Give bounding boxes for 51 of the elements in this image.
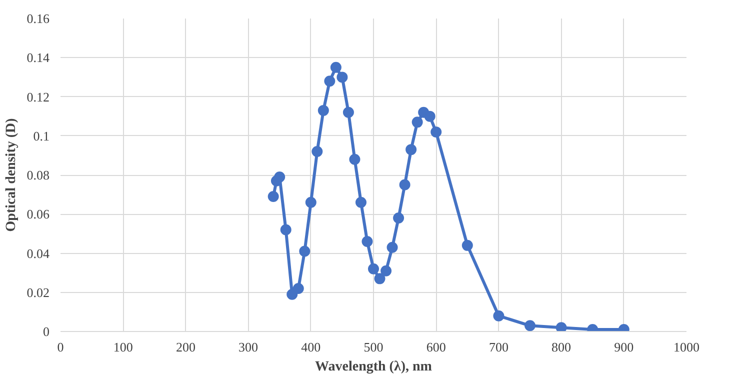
point <box>386 242 398 253</box>
point <box>336 72 348 83</box>
point <box>299 246 310 257</box>
point <box>280 224 292 236</box>
y-tick-label: 0 <box>43 324 50 339</box>
point <box>462 240 473 251</box>
point <box>349 154 360 165</box>
x-tick-label: 400 <box>301 340 321 354</box>
x-axis-title: Wavelength (λ), nm <box>315 360 432 374</box>
point <box>424 110 436 122</box>
x-tick-label: 0 <box>57 340 64 354</box>
point <box>318 104 329 116</box>
point <box>292 282 304 294</box>
point <box>362 236 373 248</box>
point <box>399 179 410 190</box>
x-tick-label: 1000 <box>674 340 700 354</box>
point <box>493 310 504 322</box>
point <box>430 126 442 138</box>
x-tick-label: 500 <box>364 340 384 354</box>
y-tick-label: 0.02 <box>26 284 50 300</box>
y-tick-label: 0.06 <box>26 206 50 222</box>
point <box>342 106 354 118</box>
x-tick-label: 300 <box>238 340 258 354</box>
point <box>380 265 392 276</box>
point <box>312 146 323 158</box>
y-tick-label: 0.08 <box>26 168 50 182</box>
point <box>374 273 386 284</box>
x-tick-label: 100 <box>113 340 133 354</box>
point <box>393 212 404 224</box>
point <box>406 144 417 156</box>
point <box>524 320 536 332</box>
point <box>412 116 423 128</box>
point <box>324 76 336 87</box>
x-tick-label: 600 <box>426 340 446 354</box>
y-tick-label: 0.14 <box>26 50 50 66</box>
x-tick-label: 900 <box>614 340 634 354</box>
y-tick-label: 0.16 <box>26 11 50 26</box>
point <box>368 263 379 274</box>
point <box>556 322 567 332</box>
y-axis-title: Optical density (D) <box>4 118 19 232</box>
point <box>305 196 316 208</box>
x-tick-label: 200 <box>176 340 196 354</box>
x-tick-label: 700 <box>488 340 508 354</box>
y-tick-label: 0.12 <box>26 89 50 104</box>
point <box>330 62 342 73</box>
point <box>268 191 279 202</box>
y-tick-label: 0.04 <box>26 246 50 261</box>
y-tick-label: 0.1 <box>33 128 50 144</box>
point <box>274 171 286 182</box>
x-tick-label: 800 <box>552 340 572 354</box>
point <box>355 196 366 208</box>
